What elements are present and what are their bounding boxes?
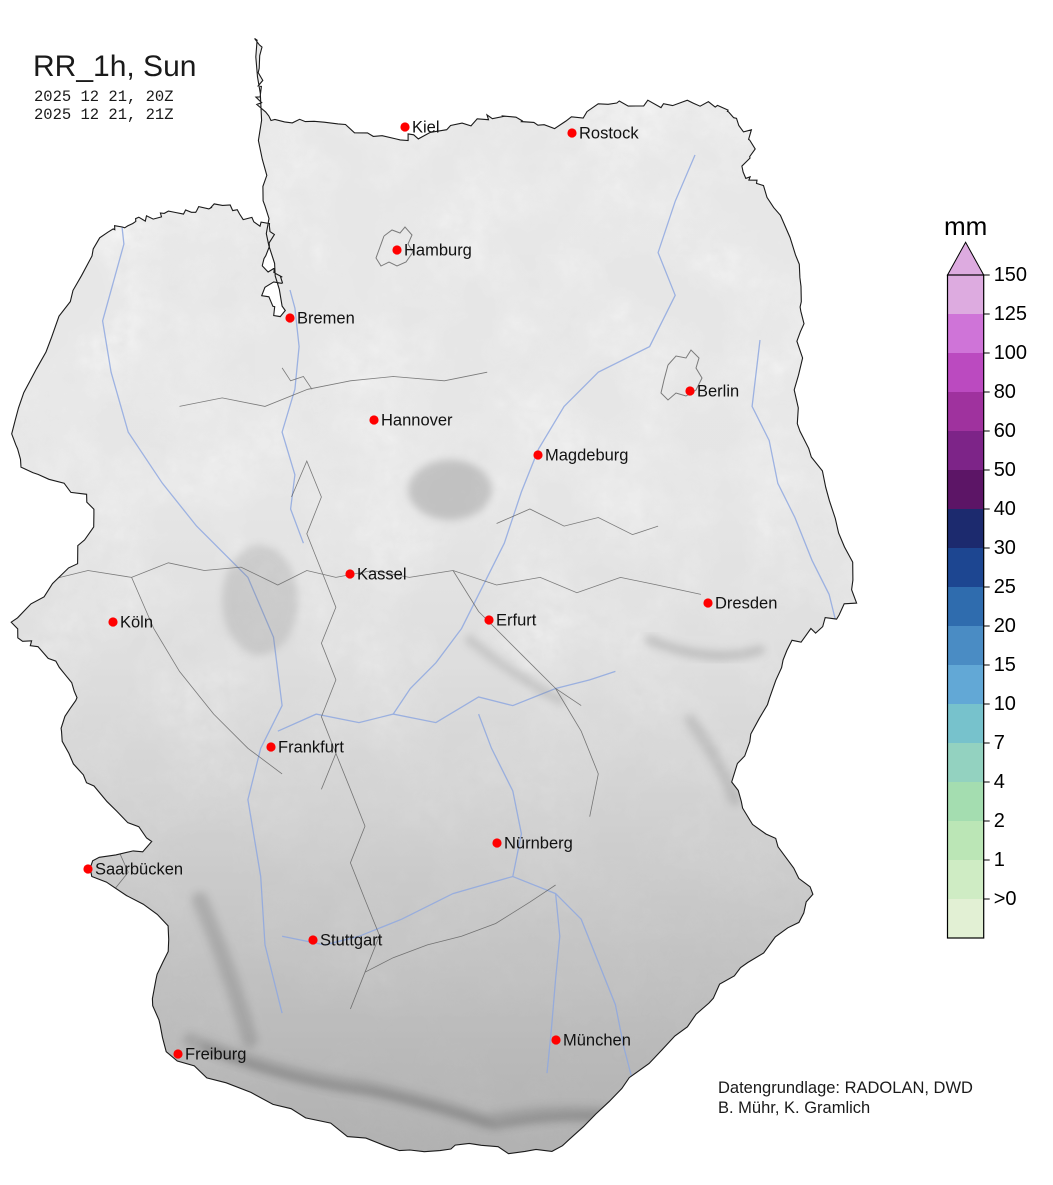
svg-text:Nürnberg: Nürnberg: [504, 835, 573, 853]
svg-text:mm: mm: [944, 211, 987, 241]
svg-text:Kiel: Kiel: [412, 119, 440, 137]
svg-text:15: 15: [994, 654, 1016, 676]
svg-text:50: 50: [994, 459, 1016, 481]
svg-text:Frankfurt: Frankfurt: [278, 739, 344, 757]
svg-text:Hamburg: Hamburg: [404, 242, 472, 260]
svg-text:Dresden: Dresden: [715, 595, 777, 613]
svg-text:>0: >0: [994, 888, 1017, 910]
svg-text:Bremen: Bremen: [297, 310, 355, 328]
svg-text:10: 10: [994, 693, 1016, 715]
svg-text:80: 80: [994, 381, 1016, 403]
svg-text:Hannover: Hannover: [381, 412, 453, 430]
svg-text:25: 25: [994, 576, 1016, 598]
svg-text:Saarbücken: Saarbücken: [95, 861, 183, 879]
svg-text:30: 30: [994, 537, 1016, 559]
svg-text:1: 1: [994, 849, 1005, 871]
svg-text:60: 60: [994, 420, 1016, 442]
svg-text:7: 7: [994, 732, 1005, 754]
svg-text:Erfurt: Erfurt: [496, 612, 537, 630]
svg-text:Rostock: Rostock: [579, 125, 639, 143]
svg-text:100: 100: [994, 342, 1027, 364]
svg-text:125: 125: [994, 303, 1027, 325]
svg-text:40: 40: [994, 498, 1016, 520]
svg-text:München: München: [563, 1032, 631, 1050]
svg-text:Magdeburg: Magdeburg: [545, 447, 628, 465]
svg-text:Köln: Köln: [120, 614, 153, 632]
svg-text:150: 150: [994, 264, 1027, 286]
svg-text:Stuttgart: Stuttgart: [320, 932, 383, 950]
svg-text:4: 4: [994, 771, 1005, 793]
svg-text:Kassel: Kassel: [357, 566, 407, 584]
svg-text:Freiburg: Freiburg: [185, 1046, 246, 1064]
svg-text:Berlin: Berlin: [697, 383, 739, 401]
svg-text:20: 20: [994, 615, 1016, 637]
svg-text:2: 2: [994, 810, 1005, 832]
